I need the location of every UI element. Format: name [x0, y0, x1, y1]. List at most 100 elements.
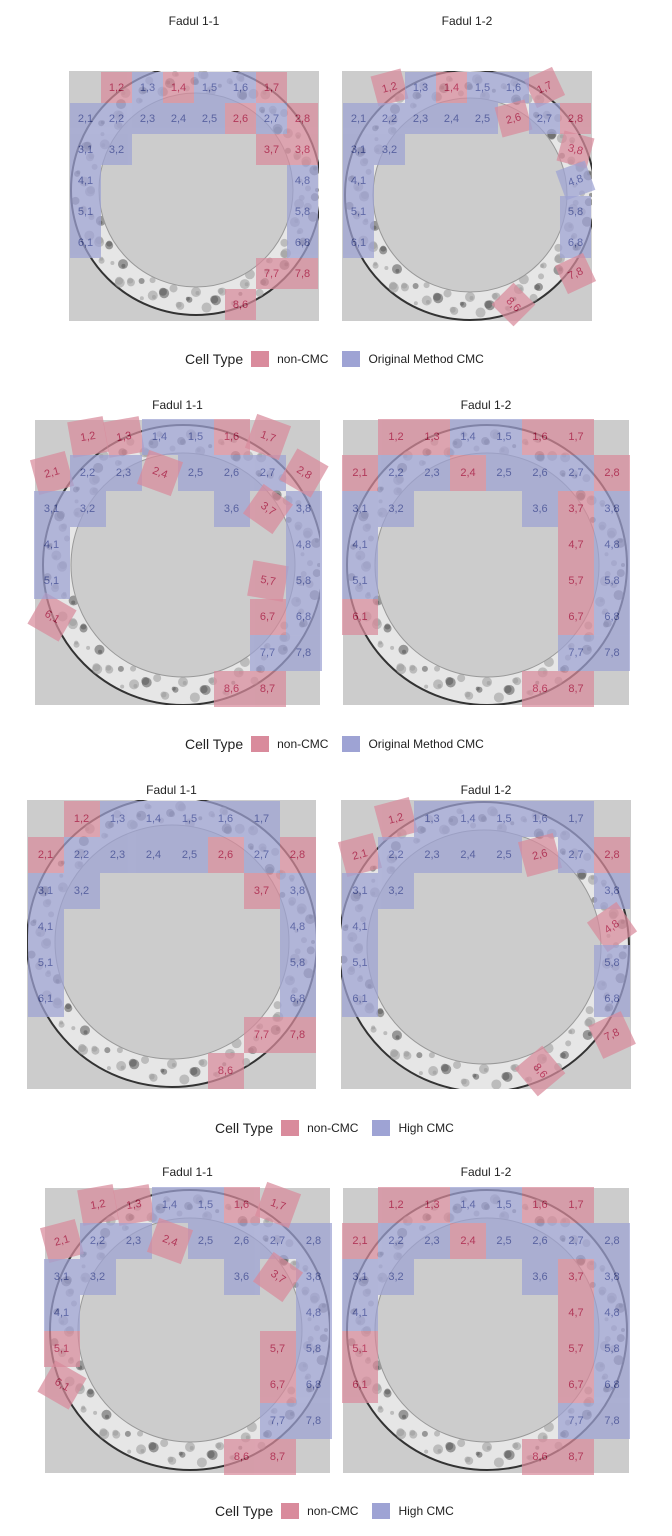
texture-speck — [512, 677, 519, 684]
texture-speck — [127, 1449, 132, 1454]
cell-label: 3,8 — [604, 884, 620, 897]
cell-label: 1,5 — [496, 430, 512, 443]
cell-label: 5,8 — [289, 956, 306, 969]
texture-speck — [424, 1449, 429, 1454]
cell-label: 1,5 — [197, 1198, 214, 1211]
grid-cell-5-1: 5,1 — [343, 196, 374, 227]
grid-cell-4-1: 4,1 — [342, 908, 378, 945]
legend: Cell Type non-CMC Original Method CMC — [185, 733, 498, 755]
cell-label: 4,1 — [352, 1306, 368, 1319]
texture-speck — [92, 663, 101, 672]
cell-label: 7,7 — [269, 1414, 286, 1427]
grid-cell-2-8: 2,8 — [295, 1222, 332, 1259]
grid-cell-7-8: 7,8 — [287, 258, 318, 289]
grid-cell-1-7: 1,7 — [256, 72, 287, 103]
texture-speck — [93, 1410, 98, 1415]
legend-label-noncmc: non-CMC — [307, 1121, 359, 1135]
cell-label: 3,1 — [43, 502, 60, 515]
texture-speck — [80, 623, 87, 630]
cell-label: 3,6 — [532, 502, 548, 515]
grid-cell-2-2: 2,2 — [63, 836, 100, 873]
grid-cell-1-5: 1,5 — [486, 800, 522, 837]
cell-label: 5,1 — [43, 574, 60, 587]
grid-cell-3-1: 3,1 — [343, 134, 374, 165]
texture-speck — [169, 284, 178, 293]
cell-label: 1,3 — [109, 812, 126, 825]
cell-label: 7,7 — [568, 1414, 584, 1427]
grid-cell-1-3: 1,3 — [112, 1183, 155, 1226]
cell-label: 3,1 — [77, 143, 94, 156]
texture-speck — [128, 1058, 137, 1067]
texture-speck — [149, 277, 156, 284]
grid-cell-4-8: 4,8 — [279, 908, 316, 945]
texture-speck — [79, 1025, 90, 1036]
grid-cell-3-8: 3,8 — [594, 872, 630, 909]
texture-speck — [384, 266, 389, 271]
texture-speck — [147, 290, 158, 301]
cell-label: 2,7 — [568, 1234, 584, 1247]
texture-speck — [392, 264, 403, 275]
cell-label: 6,7 — [259, 610, 276, 623]
cell-label: 5,1 — [352, 1342, 368, 1355]
cell-label: 3,7 — [257, 499, 278, 518]
grid-cell-1-4: 1,4 — [436, 72, 467, 103]
texture-speck — [432, 292, 441, 301]
texture-speck — [380, 245, 387, 252]
cell-label: 1,3 — [424, 1198, 440, 1211]
texture-speck — [178, 677, 188, 687]
texture-speck — [87, 1388, 94, 1395]
cell-label: 1,3 — [412, 81, 429, 94]
texture-speck — [423, 282, 430, 289]
cell-label: 6,1 — [352, 1378, 368, 1391]
texture-speck — [440, 1063, 449, 1072]
cell-label: 2,7 — [259, 466, 276, 479]
cell-label: 6,8 — [604, 992, 620, 1005]
cell-label: 2,3 — [125, 1234, 142, 1247]
cell-label: 7,8 — [294, 267, 311, 280]
texture-speck — [390, 1049, 399, 1058]
cell-label: 7,8 — [604, 646, 620, 659]
cell-label: 7,7 — [568, 646, 584, 659]
cell-label: 8,7 — [568, 682, 584, 695]
cell-label: 1,5 — [496, 1198, 512, 1211]
cell-label: 2,2 — [388, 1234, 404, 1247]
legend-label-noncmc: non-CMC — [307, 1504, 359, 1518]
cell-label: 6,8 — [567, 236, 584, 249]
cell-label: 1,4 — [460, 1198, 476, 1211]
grid-cell-4-1: 4,1 — [27, 908, 64, 945]
grid-cell-8-6: 8,6 — [522, 1438, 558, 1475]
texture-speck — [464, 691, 471, 698]
texture-speck — [148, 1073, 155, 1080]
grid-cell-6-7: 6,7 — [259, 1366, 296, 1403]
texture-speck — [445, 677, 454, 686]
texture-speck — [443, 289, 452, 298]
cell-label: 4,8 — [305, 1306, 322, 1319]
grid-cell-2-1: 2,1 — [70, 103, 101, 134]
cell-label: 3,1 — [350, 143, 367, 156]
grid-cell-2-5: 2,5 — [486, 1222, 522, 1259]
texture-speck — [139, 296, 144, 301]
cell-label: 2,6 — [233, 1234, 250, 1247]
cell-label: 2,7 — [269, 1234, 286, 1247]
texture-speck — [112, 1429, 119, 1436]
legend: Cell Type non-CMC Original Method CMC — [185, 348, 498, 370]
grid-cell-3-2: 3,2 — [69, 490, 106, 527]
cell-label: 8,6 — [532, 682, 548, 695]
cell-label: 2,1 — [352, 466, 368, 479]
cell-label: 2,1 — [42, 464, 61, 481]
cell-label: 2,4 — [460, 466, 476, 479]
texture-speck — [416, 1052, 423, 1059]
grid-cell-3-6: 3,6 — [213, 490, 250, 527]
legend-swatch-noncmc — [251, 351, 270, 367]
grid-cell-2-7: 2,7 — [558, 1222, 594, 1259]
grid-cell-3-1: 3,1 — [27, 872, 64, 909]
cell-label: 8,6 — [232, 298, 249, 311]
cell-label: 1,3 — [424, 812, 440, 825]
cell-label: 2,8 — [567, 112, 584, 125]
grid-cell-3-8: 3,8 — [279, 872, 316, 909]
texture-speck — [428, 1065, 439, 1076]
grid-cell-3-1: 3,1 — [342, 1258, 378, 1295]
texture-speck — [433, 1444, 444, 1455]
grid-cell-7-7: 7,7 — [243, 1016, 280, 1053]
texture-speck — [201, 302, 212, 313]
